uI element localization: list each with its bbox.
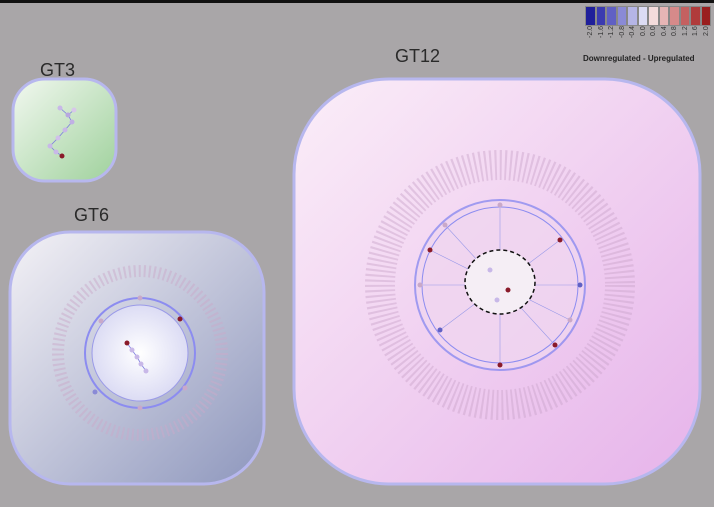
legend-swatch <box>700 6 711 26</box>
gt3-label: GT3 <box>40 60 76 80</box>
legend-tick-labels: -2.0 -1.6 -1.2 -0.8 -0.4 0.0 0.0 0.4 0.8 1.2 1.6 2.… <box>585 26 711 46</box>
legend-tick-label: -1.2 <box>607 26 615 39</box>
gt6-label: GT6 <box>74 205 110 225</box>
legend-swatch <box>690 6 701 26</box>
legend-tick-label: -2.0 <box>586 26 594 39</box>
legend-swatch <box>679 6 690 26</box>
gt6-nodes <box>92 295 188 411</box>
legend-color-scale <box>585 6 711 26</box>
legend-tick-label: -0.4 <box>628 26 636 39</box>
legend-tick-label: 0.8 <box>670 26 678 36</box>
legend-swatch <box>669 6 680 26</box>
legend-tick-label: 1.2 <box>681 26 689 36</box>
legend-tick-label: 0.0 <box>649 26 657 36</box>
legend-swatch <box>648 6 659 26</box>
legend-swatch <box>585 6 596 26</box>
gt12-network <box>365 150 635 420</box>
legend-swatch <box>637 6 648 26</box>
legend-swatch <box>658 6 669 26</box>
legend-tick-label: 0.0 <box>639 26 647 36</box>
legend-tick-label: 1.6 <box>691 26 699 36</box>
legend-tick-label: -1.6 <box>597 26 605 39</box>
gt12-label: GT12 <box>395 46 441 66</box>
legend-swatch <box>606 6 617 26</box>
gt12-nodes <box>417 202 583 368</box>
legend-tick-label: 2.0 <box>702 26 710 36</box>
legend-swatch <box>627 6 638 26</box>
legend-swatch <box>616 6 627 26</box>
top-border <box>0 0 714 3</box>
legend-caption: Downregulated - Upregulated <box>583 54 695 63</box>
legend-swatch <box>595 6 606 26</box>
gt3-nodes <box>47 105 77 159</box>
color-legend: -2.0 -1.6 -1.2 -0.8 -0.4 0.0 0.0 0.4 0.8 1.2 1.6 2.… <box>585 6 711 46</box>
legend-tick-label: -0.8 <box>618 26 626 39</box>
legend-tick-label: 0.4 <box>660 26 668 36</box>
